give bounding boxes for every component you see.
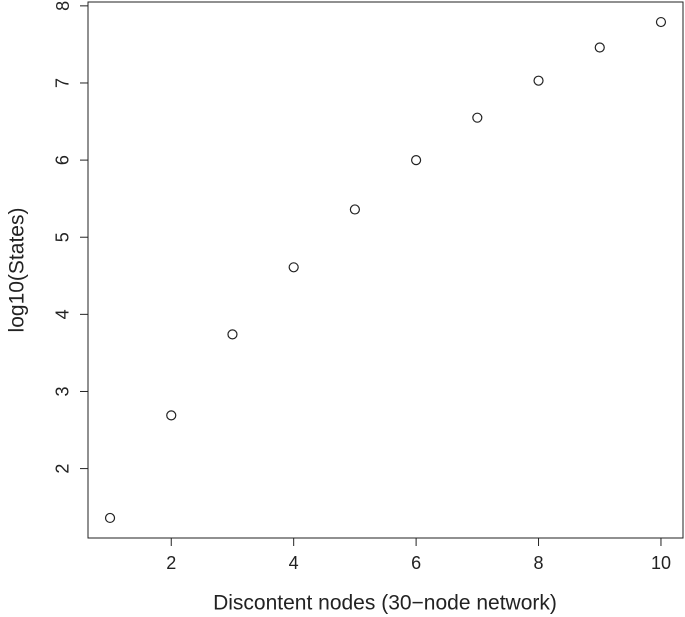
point [533,75,544,86]
y-tick-label: 5 [53,232,73,242]
point [472,112,483,123]
point [594,42,605,53]
plot-frame [87,1,684,539]
y-tick-label: 3 [53,386,73,396]
point [104,512,116,524]
y-tick-label: 2 [53,464,73,474]
point [349,204,360,215]
y-axis-title: log10(States) [6,208,29,333]
x-axis-title: Discontent nodes (30−node network) [213,592,557,615]
x-tick-label: 6 [411,553,421,573]
point [227,329,238,340]
x-tick-label: 10 [651,553,671,573]
y-tick-label: 8 [53,1,73,11]
point [411,155,422,166]
y-tick-label: 4 [53,309,73,319]
y-tick-label: 6 [53,155,73,165]
x-tick-label: 8 [534,553,544,573]
y-tick-label: 7 [53,78,73,88]
point [655,16,667,28]
point [166,410,177,421]
x-tick-label: 2 [166,553,176,573]
x-tick-label: 4 [289,553,299,573]
point [288,262,299,273]
